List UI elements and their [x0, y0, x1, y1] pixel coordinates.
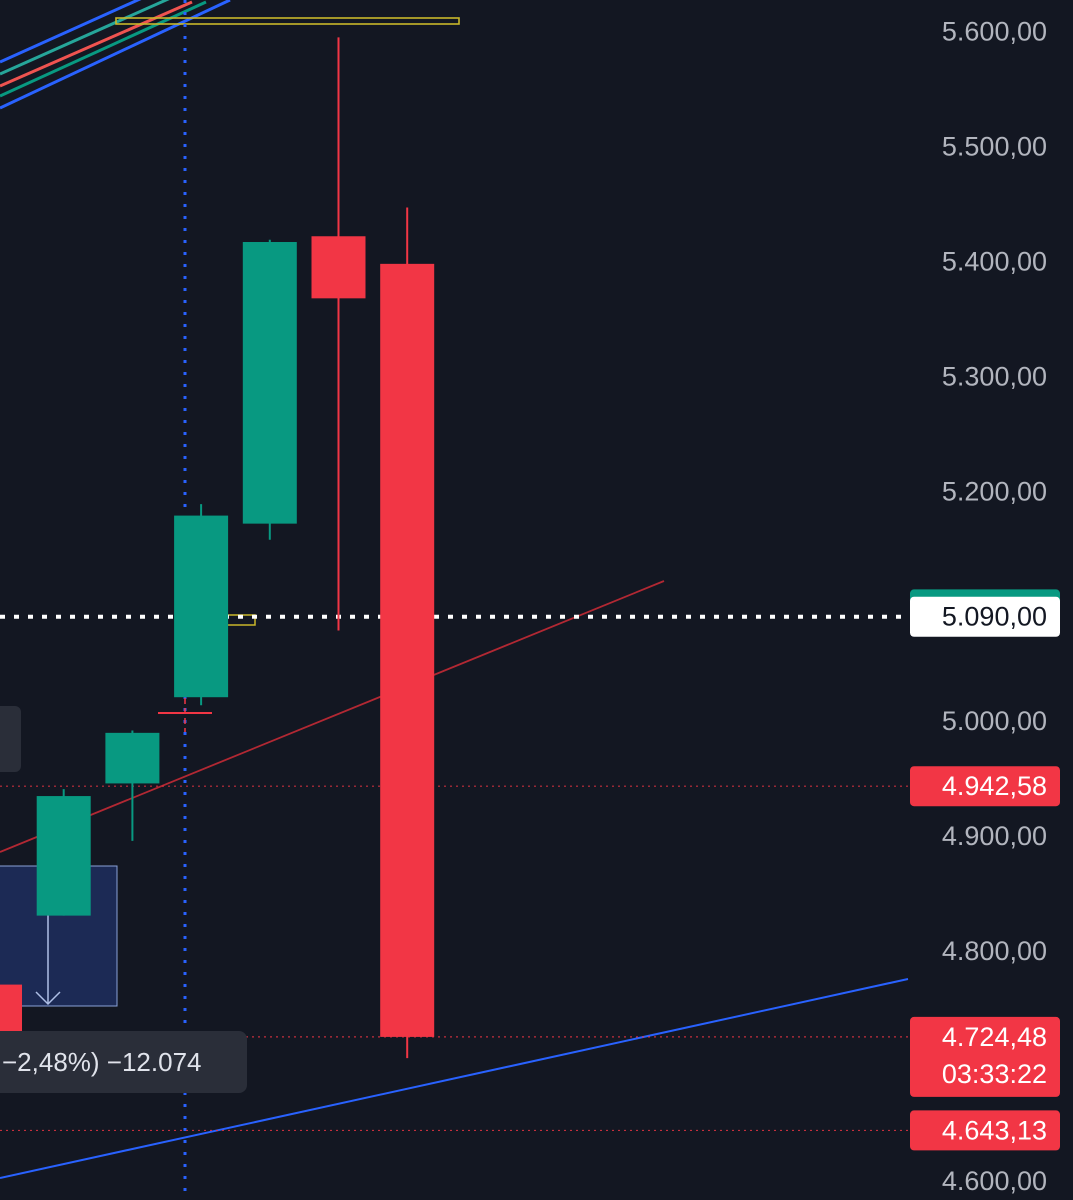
ribbon-line: [0, 0, 170, 76]
ribbon-line: [0, 0, 193, 88]
side-panel[interactable]: [0, 706, 21, 772]
price-tag-countdown: 03:33:22: [942, 1059, 1047, 1089]
y-tick-label: 5.600,00: [942, 17, 1047, 47]
candle-body-2: [105, 732, 160, 784]
y-tick-label: 5.400,00: [942, 246, 1047, 276]
candle-body-6: [380, 263, 435, 1037]
y-tick-label: 4.600,00: [942, 1166, 1047, 1196]
measure-label: −2,48%) −12.074: [0, 1031, 247, 1093]
y-tick-label: 5.200,00: [942, 476, 1047, 506]
price-tag-bg-3: [910, 1016, 1060, 1097]
y-tick-label: 4.900,00: [942, 821, 1047, 851]
price-tag-bg-4: [910, 1110, 1060, 1151]
price-tag-bg-2: [910, 766, 1060, 807]
price-tag-label-2: 4.942,58: [942, 771, 1047, 801]
candle-body-5: [311, 236, 366, 299]
red-trend-line: [0, 580, 665, 853]
price-tags: 5.096,395.090,004.942,584.724,4803:33:22…: [910, 589, 1060, 1151]
candle-body-1: [36, 796, 91, 916]
ribbon-line: [0, 0, 142, 64]
price-tag-label-1: 5.090,00: [942, 602, 1047, 632]
measure-arrow-head: [35, 991, 61, 1006]
price-tag-bg-1: [910, 596, 1060, 637]
candle-body-4: [242, 242, 297, 524]
yellow-box: [115, 17, 460, 25]
price-tag-label-3: 4.724,48: [942, 1022, 1047, 1052]
candle-body-3: [174, 515, 229, 698]
price-tag-label-4: 4.643,13: [942, 1115, 1047, 1145]
y-tick-label: 5.500,00: [942, 131, 1047, 161]
y-tick-label: 4.800,00: [942, 936, 1047, 966]
y-tick-label: 5.000,00: [942, 706, 1047, 736]
y-tick-label: 5.300,00: [942, 361, 1047, 391]
y-axis: 5.600,00 5.500,00 5.400,00 5.300,00 5.200,00…: [942, 17, 1047, 1197]
blue-trend-line: [0, 978, 909, 1179]
